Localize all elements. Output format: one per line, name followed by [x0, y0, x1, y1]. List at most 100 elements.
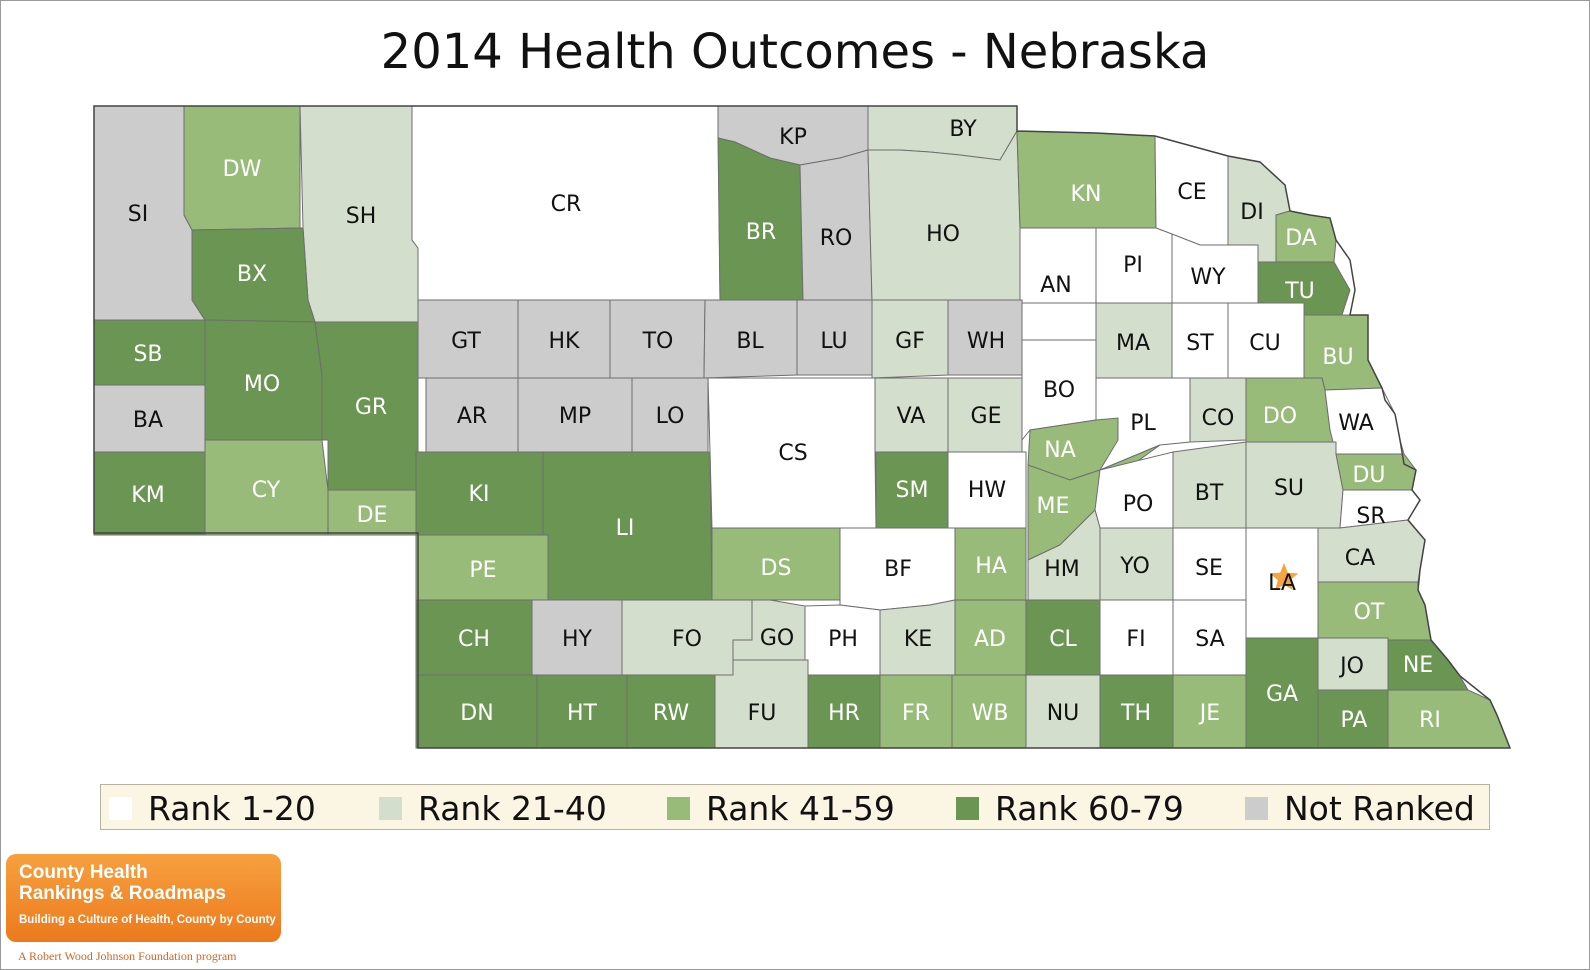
county-label-ke: KE	[904, 627, 932, 652]
legend-item: Rank 41-59	[667, 785, 895, 831]
county-label-ds: DS	[761, 556, 792, 581]
county-label-gt: GT	[451, 329, 481, 354]
county-label-pa: PA	[1341, 708, 1368, 733]
county-label-hy: HY	[562, 627, 593, 652]
logo-program-text: A Robert Wood Johnson Foundation program	[18, 949, 237, 963]
county-label-du: DU	[1352, 463, 1385, 488]
county-label-ge: GE	[971, 404, 1002, 429]
county-label-go: GO	[760, 626, 794, 651]
county-label-pi: PI	[1123, 253, 1143, 278]
legend-label: Rank 21-40	[418, 788, 607, 828]
county-label-ho: HO	[926, 222, 960, 247]
county-label-rw: RW	[653, 701, 689, 726]
county-label-bf: BF	[884, 557, 912, 582]
county-br[interactable]	[717, 137, 804, 301]
county-label-su: SU	[1274, 476, 1304, 501]
county-label-ht: HT	[567, 701, 598, 726]
county-label-lu: LU	[820, 329, 847, 354]
county-label-lo: LO	[656, 404, 685, 429]
county-label-mo: MO	[244, 372, 280, 397]
legend-swatch	[667, 796, 690, 820]
county-label-nu: NU	[1047, 701, 1080, 726]
legend-label: Not Ranked	[1284, 788, 1475, 828]
county-label-ch: CH	[458, 627, 490, 652]
county-label-th: TH	[1120, 701, 1151, 726]
map-legend: Rank 1-20 Rank 21-40 Rank 41-59 Rank 60-79 N…	[100, 784, 1490, 830]
county-label-li: LI	[616, 516, 635, 541]
county-label-cu: CU	[1249, 331, 1280, 356]
county-label-ot: OT	[1354, 600, 1385, 625]
county-label-tu: TU	[1284, 279, 1315, 304]
county-label-km: KM	[131, 483, 164, 508]
county-label-bt: BT	[1195, 481, 1224, 506]
chrr-logo: County Health Rankings & Roadmaps Buildi…	[6, 854, 281, 942]
legend-item: Not Ranked	[1245, 785, 1475, 831]
county-label-ri: RI	[1419, 708, 1441, 733]
county-label-st: ST	[1186, 331, 1214, 356]
county-label-me: ME	[1037, 494, 1070, 519]
county-label-dw: DW	[223, 157, 262, 182]
legend-item: Rank 21-40	[379, 785, 607, 831]
county-label-an: AN	[1040, 273, 1072, 298]
legend-item: Rank 1-20	[109, 785, 316, 831]
legend-swatch	[109, 796, 132, 820]
county-kn[interactable]	[1016, 130, 1157, 229]
county-label-ca: CA	[1345, 546, 1375, 571]
county-label-wh: WH	[967, 329, 1005, 354]
county-label-cr: CR	[551, 192, 582, 217]
legend-swatch	[1245, 796, 1268, 820]
county-label-hk: HK	[549, 329, 581, 354]
county-label-wy: WY	[1190, 265, 1226, 290]
county-label-cy: CY	[252, 478, 281, 503]
county-label-di: DI	[1240, 200, 1263, 225]
county-label-yo: YO	[1119, 554, 1150, 579]
county-label-co: CO	[1202, 406, 1235, 431]
county-label-fo: FO	[672, 627, 702, 652]
county-label-ar: AR	[457, 404, 487, 429]
county-label-sa: SA	[1195, 627, 1224, 652]
county-label-bu: BU	[1322, 345, 1353, 370]
county-label-sb: SB	[133, 342, 162, 367]
county-label-de: DE	[357, 503, 388, 528]
county-label-fi: FI	[1126, 627, 1145, 652]
county-label-hm: HM	[1044, 557, 1080, 582]
county-label-da: DA	[1285, 226, 1317, 251]
county-label-dn: DN	[460, 701, 493, 726]
county-label-se: SE	[1195, 556, 1223, 581]
county-label-cs: CS	[778, 441, 807, 466]
logo-title-line1: County Health	[19, 862, 148, 883]
county-label-cl: CL	[1049, 627, 1077, 652]
legend-label: Rank 41-59	[706, 788, 895, 828]
county-label-wa: WA	[1338, 411, 1374, 436]
map-title: 2014 Health Outcomes - Nebraska	[380, 24, 1210, 80]
county-label-ma: MA	[1116, 331, 1150, 356]
county-label-si: SI	[128, 202, 148, 227]
county-label-ga: GA	[1266, 682, 1298, 707]
county-label-wb: WB	[972, 701, 1009, 726]
county-wa[interactable]	[1324, 387, 1405, 455]
county-ri[interactable]	[1387, 689, 1511, 749]
county-label-kn: KN	[1071, 182, 1102, 207]
county-label-do: DO	[1263, 404, 1297, 429]
county-label-pl: PL	[1130, 411, 1156, 436]
county-label-na: NA	[1044, 438, 1076, 463]
county-label-gr: GR	[355, 395, 387, 420]
legend-item: Rank 60-79	[956, 785, 1184, 831]
star-icon	[1269, 563, 1299, 591]
county-label-ad: AD	[974, 627, 1006, 652]
county-label-ba: BA	[133, 408, 163, 433]
county-label-bo: BO	[1043, 378, 1075, 403]
county-label-ce: CE	[1177, 180, 1206, 205]
county-label-br: BR	[746, 220, 776, 245]
county-label-to: TO	[642, 329, 674, 354]
county-label-sm: SM	[896, 478, 929, 503]
county-label-ha: HA	[975, 554, 1007, 579]
county-ro[interactable]	[799, 149, 873, 301]
county-label-sh: SH	[346, 204, 377, 229]
legend-swatch	[379, 796, 402, 820]
county-label-ro: RO	[820, 226, 853, 251]
legend-swatch	[956, 796, 979, 820]
county-label-sr: SR	[1356, 504, 1385, 529]
logo-tagline: Building a Culture of Health, County by …	[19, 914, 276, 926]
